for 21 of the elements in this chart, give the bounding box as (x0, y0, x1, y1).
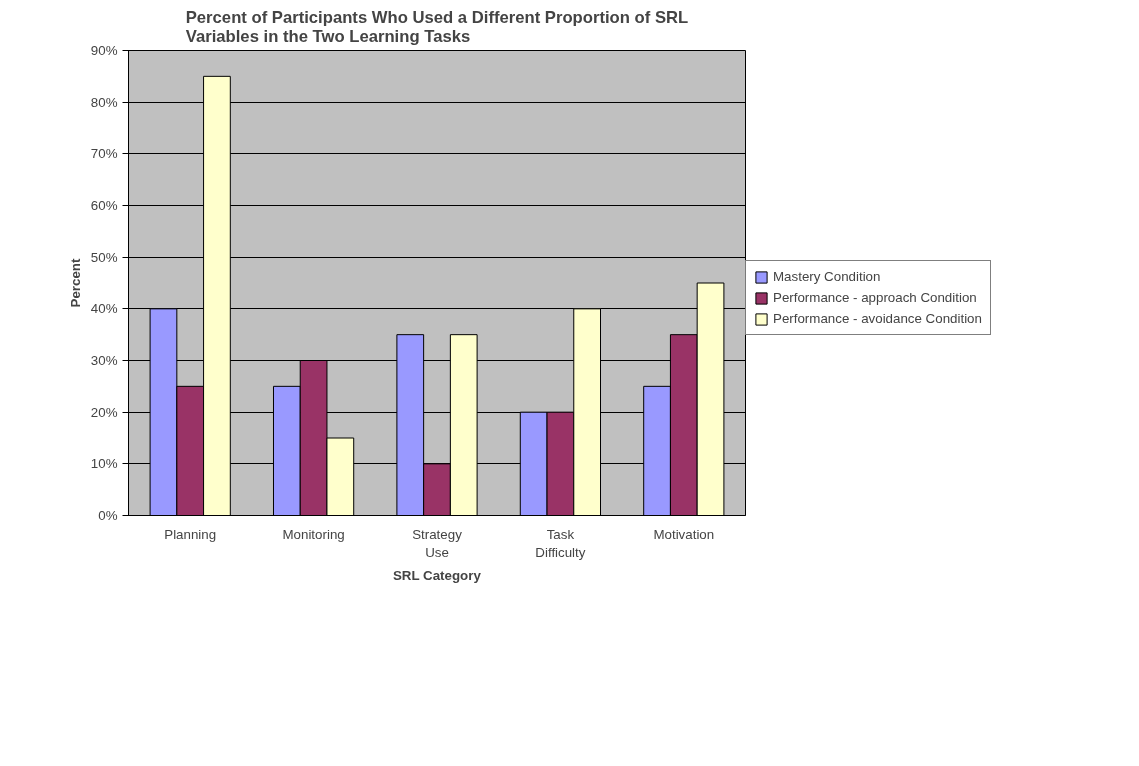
chart-title: Percent of Participants Who Used a Different Proportion of SRL Variables in the Two Learning Tasks (185, 7, 689, 46)
y-tick-label: 90% (90, 43, 118, 58)
y-tick-label: 0% (98, 508, 118, 523)
x-axis-title: SRL Category (392, 567, 482, 583)
y-tick-label: 10% (90, 456, 118, 472)
y-tick-label: 60% (90, 198, 118, 213)
x-tick-label: Monitoring (282, 526, 345, 542)
legend-label: Performance - avoidance Condition (773, 311, 982, 326)
y-tick-label: 70% (90, 146, 118, 162)
y-tick-label: 40% (90, 301, 118, 317)
x-tick-label: Planning (164, 526, 217, 542)
x-tick-label: Motivation (653, 526, 715, 542)
y-tick-label: 30% (90, 353, 118, 368)
y-tick-label: 80% (90, 94, 118, 110)
x-tick-label: Task Difficulty (535, 526, 586, 560)
legend-label: Performance - approach Condition (773, 290, 977, 305)
x-tick-label: Strategy Use (412, 526, 463, 560)
y-tick-label: 50% (90, 249, 118, 265)
y-tick-label: 20% (90, 404, 118, 420)
y-axis-title: Percent (67, 257, 83, 308)
legend-label: Mastery Condition (773, 269, 881, 284)
